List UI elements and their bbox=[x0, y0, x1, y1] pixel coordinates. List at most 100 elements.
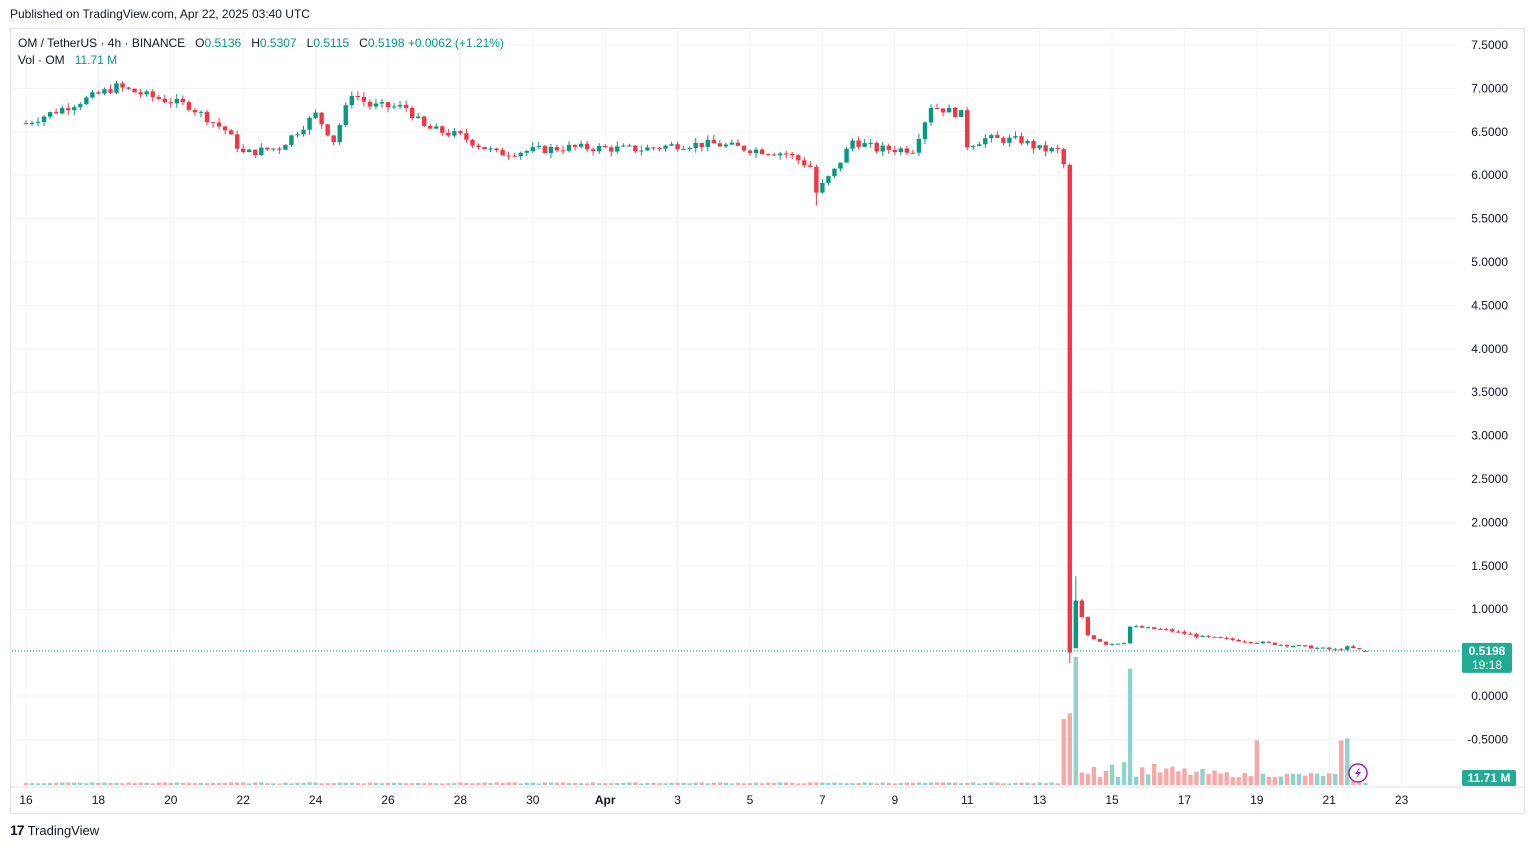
grid bbox=[12, 30, 1456, 786]
volume-label: Vol · OM bbox=[18, 53, 65, 67]
candle-body bbox=[615, 146, 620, 152]
candle-body bbox=[277, 148, 282, 150]
volume-bar bbox=[989, 782, 994, 785]
volume-bar bbox=[651, 782, 656, 785]
volume-bar bbox=[1019, 782, 1024, 785]
volume-bar bbox=[1001, 783, 1006, 785]
volume-bar bbox=[874, 783, 879, 785]
candle-body bbox=[790, 153, 795, 156]
candle-body bbox=[910, 152, 916, 154]
candle-body bbox=[1037, 145, 1042, 149]
volume-bar bbox=[325, 783, 330, 785]
candle-body bbox=[403, 105, 409, 108]
close-label: C bbox=[359, 36, 368, 50]
candle-body bbox=[663, 145, 668, 149]
volume-bar bbox=[512, 782, 517, 785]
volume-bar bbox=[910, 782, 916, 785]
volume-bar bbox=[458, 782, 463, 785]
candle-body bbox=[886, 145, 891, 150]
candle-body bbox=[470, 139, 475, 146]
volume-bar bbox=[904, 782, 910, 785]
candle-body bbox=[1013, 136, 1018, 138]
volume-bar bbox=[1139, 767, 1145, 785]
volume-bar bbox=[1224, 772, 1229, 785]
candle-body bbox=[446, 132, 451, 136]
candle-body bbox=[313, 112, 318, 118]
volume-bar bbox=[192, 783, 198, 785]
candle-body bbox=[699, 142, 704, 148]
volume-bar bbox=[958, 783, 964, 785]
candle-body bbox=[675, 144, 680, 150]
candle-body bbox=[1212, 636, 1217, 638]
volume-bar bbox=[1079, 772, 1085, 785]
volume-bar bbox=[1345, 738, 1350, 785]
candle-body bbox=[554, 146, 560, 151]
candle-body bbox=[174, 98, 180, 104]
candle-body bbox=[1043, 145, 1048, 152]
candle-body bbox=[1327, 647, 1332, 650]
volume-bar bbox=[711, 782, 716, 785]
candle-body bbox=[687, 148, 692, 150]
volume-tag-bg bbox=[1462, 770, 1516, 786]
volume-bar bbox=[1284, 773, 1290, 785]
volume-bar bbox=[826, 783, 831, 785]
volume-bar bbox=[144, 782, 149, 785]
volume-bar bbox=[627, 782, 632, 785]
candle-body bbox=[1308, 645, 1314, 649]
candle-body bbox=[1152, 627, 1157, 629]
volume-bar bbox=[1308, 773, 1314, 785]
volume-bar bbox=[470, 783, 475, 785]
symbol-title: OM / TetherUS · 4h · BINANCE bbox=[18, 36, 186, 50]
volume-bar bbox=[753, 782, 759, 785]
candle-body bbox=[989, 135, 994, 139]
candle-body bbox=[422, 116, 427, 126]
candle-body bbox=[1164, 629, 1169, 631]
candle-body bbox=[1188, 633, 1193, 635]
volume-bar bbox=[578, 783, 584, 785]
volume-bar bbox=[705, 783, 710, 785]
candle-body bbox=[253, 149, 258, 156]
volume-bar bbox=[488, 783, 493, 785]
price-tag-value: 0.5198 bbox=[1469, 644, 1506, 658]
volume-bar bbox=[138, 782, 143, 785]
candle-body bbox=[96, 92, 101, 94]
x-tick-label: 17 bbox=[1178, 793, 1192, 807]
volume-bar bbox=[1320, 776, 1326, 785]
candle-body bbox=[832, 168, 837, 177]
candle-body bbox=[596, 146, 602, 152]
volume-bar bbox=[946, 782, 952, 785]
tradingview-brand[interactable]: 17 TradingView bbox=[10, 822, 99, 838]
volume-bar bbox=[337, 782, 342, 785]
candle-body bbox=[729, 142, 735, 145]
volume-bar bbox=[1236, 777, 1241, 785]
candle-body bbox=[482, 146, 487, 150]
volume-bar bbox=[150, 783, 155, 785]
candle-body bbox=[1266, 641, 1272, 643]
candle-body bbox=[1007, 137, 1012, 143]
volume-bar bbox=[174, 782, 180, 785]
volume-bar bbox=[1248, 776, 1253, 785]
volume-bar bbox=[1327, 773, 1332, 785]
candle-body bbox=[784, 153, 789, 155]
x-tick-label: 5 bbox=[747, 793, 754, 807]
candle-body bbox=[210, 122, 216, 124]
candle-body bbox=[259, 147, 264, 156]
candle-body bbox=[934, 108, 940, 110]
chart-frame[interactable] bbox=[10, 28, 1525, 814]
y-tick-label: 4.5000 bbox=[1471, 298, 1508, 312]
volume-bar bbox=[295, 782, 300, 785]
candle-body bbox=[518, 152, 523, 157]
candle-body bbox=[759, 149, 765, 155]
volume-bar bbox=[373, 782, 379, 785]
volume-bar bbox=[102, 782, 107, 785]
volume-bar bbox=[747, 783, 753, 785]
volume-bar bbox=[72, 782, 77, 785]
volume-bar bbox=[1182, 768, 1187, 785]
candle-body bbox=[307, 117, 312, 130]
volume-bar bbox=[84, 783, 89, 785]
x-tick-label: 7 bbox=[819, 793, 826, 807]
volume-bar bbox=[723, 782, 729, 785]
tradingview-logo-icon: 17 bbox=[10, 822, 25, 838]
candle-body bbox=[536, 146, 542, 148]
